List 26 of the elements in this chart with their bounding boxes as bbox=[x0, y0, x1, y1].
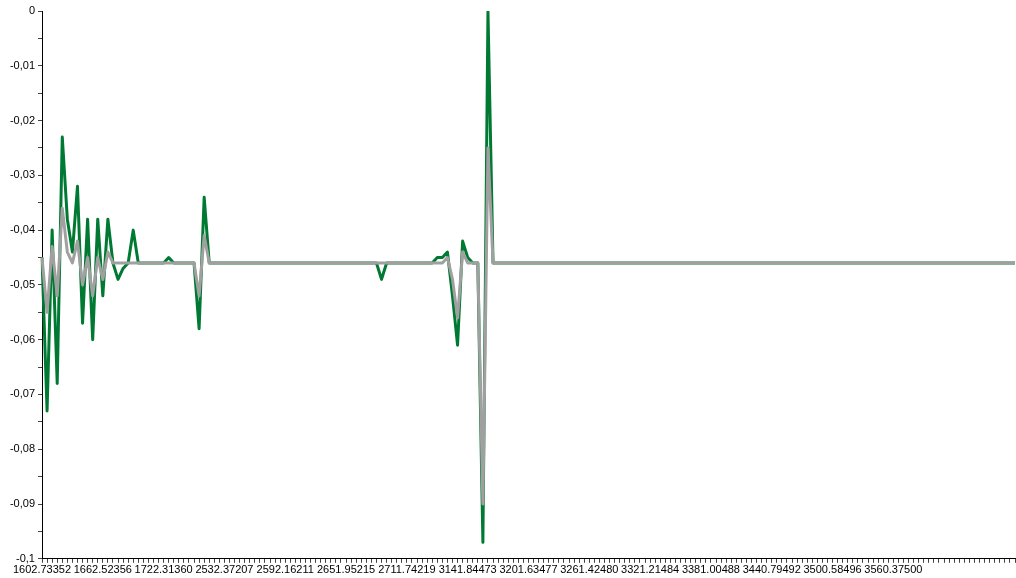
x-tick-label: 1662.52356 bbox=[73, 563, 132, 576]
x-tick-label: 2651.95215 bbox=[317, 563, 376, 576]
y-tick-label: -0,01 bbox=[9, 58, 35, 71]
y-tick-label: 0 bbox=[28, 4, 35, 17]
x-tick-label: 3141.84473 bbox=[438, 563, 497, 576]
x-tick-label: 3261.42480 bbox=[560, 563, 619, 576]
y-tick-label: -0,1 bbox=[16, 551, 35, 564]
x-tick-label: 2532.37207 bbox=[195, 563, 254, 576]
x-tick-label: 3201.63477 bbox=[499, 563, 558, 576]
x-tick-label: 1602.73352 bbox=[12, 563, 72, 576]
y-tick-label: -0,07 bbox=[9, 387, 35, 400]
x-tick-label: 3321.21484 bbox=[621, 563, 680, 576]
x-tick-label: 3381.00488 bbox=[681, 563, 740, 576]
y-tick-label: -0,04 bbox=[9, 223, 35, 236]
y-tick-label: -0,02 bbox=[9, 113, 35, 126]
y-tick-label: -0,03 bbox=[9, 168, 35, 181]
y-tick-label: -0,09 bbox=[9, 497, 35, 510]
y-tick-label: -0,05 bbox=[9, 277, 35, 290]
x-tick-label: 2592.16211 bbox=[256, 563, 314, 576]
y-tick-label: -0,08 bbox=[9, 442, 35, 455]
x-tick-label: 3500.58496 bbox=[803, 563, 862, 576]
x-tick-label: 2711.74219 bbox=[378, 563, 436, 576]
x-tick-label: 3440.79492 bbox=[742, 563, 801, 576]
y-tick-label: -0,06 bbox=[9, 332, 35, 345]
x-tick-label: 3560.37500 bbox=[864, 563, 923, 576]
x-tick-label: 1722.31360 bbox=[134, 563, 193, 576]
